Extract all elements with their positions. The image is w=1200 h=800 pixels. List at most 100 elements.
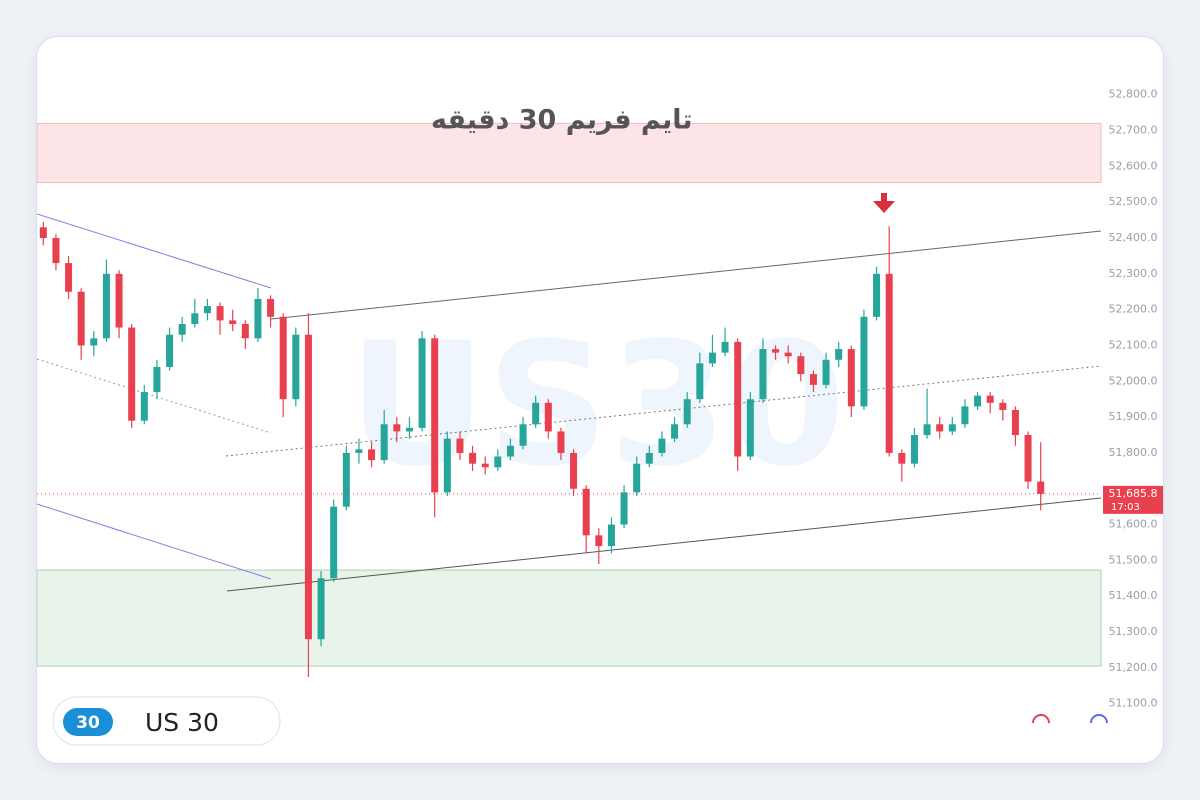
candle-body: [544, 402, 552, 432]
signal-arrow: [873, 193, 895, 213]
icon[interactable]: [1032, 714, 1050, 724]
candle-body: [986, 395, 994, 403]
candle-body: [330, 506, 338, 579]
candle-body: [405, 427, 413, 432]
candle-body: [620, 492, 628, 525]
y-tick-label: 51,500.0: [1109, 553, 1158, 566]
candle-body: [153, 366, 161, 393]
candle-body: [683, 399, 691, 425]
candle-body: [203, 306, 211, 314]
candle-body: [873, 273, 881, 317]
y-tick-label: 51,200.0: [1109, 661, 1158, 674]
trend-line: [37, 213, 272, 289]
candle-body: [974, 395, 982, 407]
y-tick-label: 52,200.0: [1109, 303, 1158, 316]
candle-body: [418, 338, 426, 428]
y-tick-label: 52,600.0: [1109, 159, 1158, 172]
y-tick-label: 51,300.0: [1109, 625, 1158, 638]
chart: US30 تايم فريم 30 دقيقه 51,100.051,200.0…: [37, 88, 1163, 746]
candle-body: [393, 424, 401, 432]
countdown: 17:03: [1111, 502, 1140, 513]
candle-body: [519, 424, 527, 446]
candle-body: [279, 316, 287, 400]
candle-body: [759, 349, 767, 400]
candle-body: [140, 392, 148, 421]
candle-body: [708, 352, 716, 364]
y-tick-label: 51,100.0: [1109, 697, 1158, 710]
candle-body: [582, 488, 590, 536]
candle-body: [506, 445, 514, 457]
icon[interactable]: [1090, 714, 1108, 724]
chart-title: تايم فريم 30 دقيقه: [431, 105, 693, 136]
candle-body: [570, 452, 578, 489]
y-tick-label: 51,600.0: [1109, 518, 1158, 531]
y-tick-label: 52,000.0: [1109, 374, 1158, 387]
y-tick-label: 52,400.0: [1109, 231, 1158, 244]
candle-body: [317, 578, 325, 640]
candle-body: [772, 349, 780, 353]
candle-body: [532, 402, 540, 425]
candle-body: [936, 424, 944, 432]
channel-line: [226, 497, 1102, 592]
candle-body: [822, 359, 830, 385]
zone: [37, 569, 1102, 667]
y-tick-label: 52,800.0: [1109, 88, 1158, 101]
y-tick-label: 51,800.0: [1109, 446, 1158, 459]
candle-body: [633, 463, 641, 493]
candle-body: [885, 273, 893, 453]
candle-body: [809, 374, 817, 385]
candle-body: [494, 456, 502, 468]
y-tick-label: 52,700.0: [1109, 124, 1158, 137]
candle-body: [948, 424, 956, 432]
badge-pill: [63, 708, 113, 736]
y-tick-label: 51,400.0: [1109, 589, 1158, 602]
y-tick-label: 51,900.0: [1109, 410, 1158, 423]
candle-body: [128, 327, 136, 421]
candle-body: [910, 435, 918, 464]
candle-body: [216, 306, 224, 321]
channel-line: [270, 230, 1102, 320]
price-axis: 51,100.0 51,200.0 51,300.0 51,400.0 51,500.0…: [1103, 88, 1163, 710]
candle-body: [797, 356, 805, 375]
candle-body: [645, 452, 653, 464]
trend-line: [37, 503, 272, 580]
candle-body: [658, 438, 666, 453]
candle-body: [39, 227, 47, 239]
candle-body: [292, 334, 300, 400]
candle-body: [607, 524, 615, 547]
candle-body: [784, 352, 792, 357]
candle-body: [191, 313, 199, 324]
candle-body: [77, 291, 85, 346]
candle-body: [115, 273, 123, 328]
candle-body: [860, 316, 868, 407]
candle-body: [671, 424, 679, 439]
candle-body: [241, 323, 249, 339]
y-tick-label: 52,300.0: [1109, 267, 1158, 280]
candle-body: [1037, 481, 1045, 494]
symbol-badge: 30 US 30: [52, 696, 281, 746]
candles: [37, 221, 1101, 677]
candle-body: [746, 399, 754, 457]
candle-body: [595, 535, 603, 547]
candle-body: [1011, 409, 1019, 436]
candle-body: [1024, 435, 1032, 482]
candle-body: [304, 334, 312, 640]
candle-body: [923, 424, 931, 436]
candle-body: [178, 323, 186, 335]
badge-frame: [52, 696, 281, 746]
candle-body: [456, 438, 464, 453]
candle-body: [65, 263, 73, 292]
candle-body: [229, 320, 237, 324]
candle-body: [999, 402, 1007, 410]
candle-body: [835, 349, 843, 360]
candle-body: [90, 338, 98, 346]
candle-body: [557, 431, 565, 453]
trend-line: [37, 358, 272, 434]
candle-body: [431, 338, 439, 493]
last-price-box: [1103, 485, 1163, 514]
drawings: [37, 213, 1102, 592]
candle-body: [267, 298, 275, 317]
candle-body: [721, 341, 729, 353]
candle-body: [443, 438, 451, 493]
